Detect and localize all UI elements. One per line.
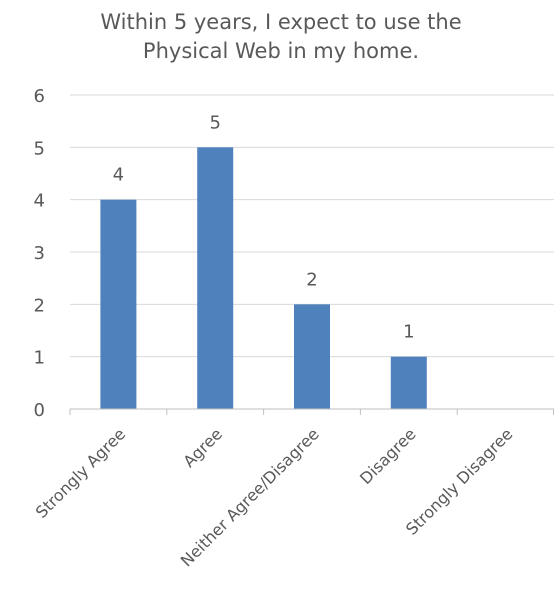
bar: [197, 147, 234, 410]
x-tick-label: Strongly Agree: [32, 424, 129, 521]
chart-title-line-2: Physical Web in my home.: [143, 39, 419, 63]
x-axis: [69, 408, 554, 415]
bar: [390, 356, 427, 409]
bar: [100, 199, 137, 409]
chart-title: Within 5 years, I expect to use the Phys…: [100, 10, 461, 63]
y-tick-label: 2: [34, 295, 45, 316]
gridlines: [70, 94, 554, 358]
x-tick-label: Agree: [179, 424, 226, 471]
y-tick-label: 3: [34, 243, 45, 264]
y-axis-tick-labels: 0 1 2 3 4 5 6: [34, 86, 45, 421]
x-tick-label: Strongly Disagree: [402, 424, 516, 538]
y-tick-label: 0: [34, 400, 45, 421]
y-tick-label: 5: [34, 138, 45, 159]
bars: [100, 147, 427, 410]
data-label: 5: [209, 112, 220, 133]
bar: [294, 304, 330, 409]
data-label: 1: [403, 322, 414, 343]
data-label: 4: [113, 165, 124, 186]
data-label: 2: [306, 269, 317, 290]
y-tick-label: 6: [34, 86, 45, 107]
y-tick-label: 4: [34, 191, 45, 212]
x-tick-label: Disagree: [356, 424, 420, 488]
y-tick-label: 1: [34, 348, 45, 369]
chart-title-line-1: Within 5 years, I expect to use the: [100, 10, 461, 34]
data-labels: 4 5 2 1: [113, 112, 415, 342]
